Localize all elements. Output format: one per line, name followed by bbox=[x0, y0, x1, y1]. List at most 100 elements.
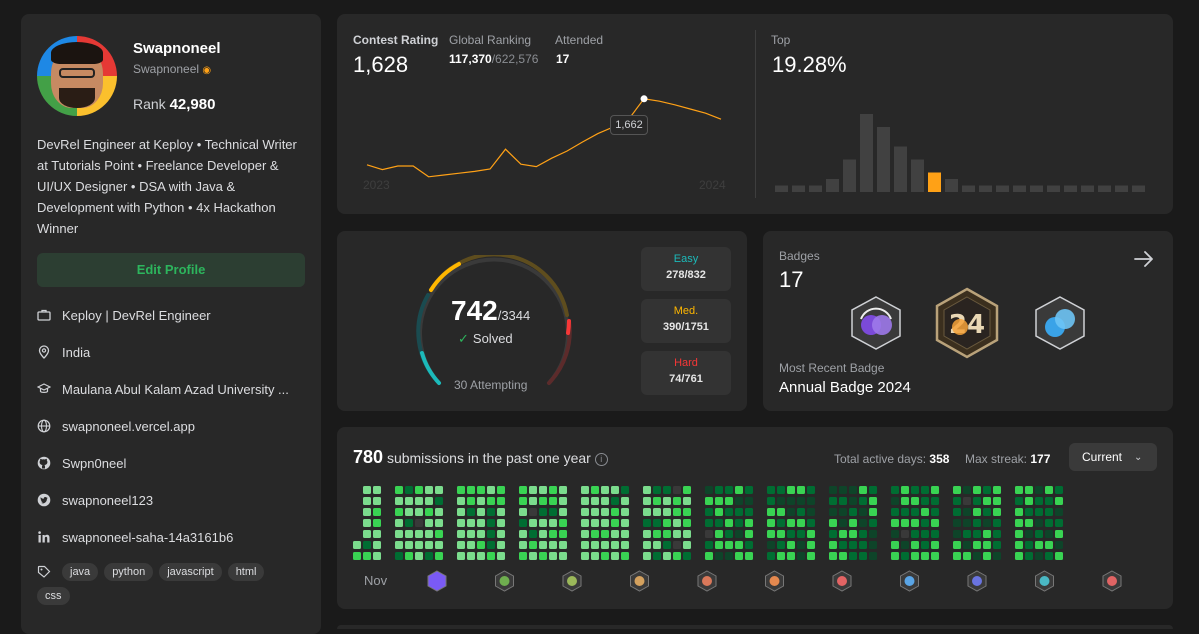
heatmap-cell bbox=[839, 497, 847, 505]
histogram-bar bbox=[1064, 185, 1077, 192]
solved-count: 742/3344 bbox=[451, 295, 530, 327]
solved-count-number: 742 bbox=[451, 295, 498, 326]
recent-badge-name: Annual Badge 2024 bbox=[779, 379, 911, 396]
heatmap-cell bbox=[363, 530, 371, 538]
heatmap-cell bbox=[653, 530, 661, 538]
info-github[interactable]: Swpn0neel bbox=[37, 453, 312, 473]
histogram-bar bbox=[979, 185, 992, 192]
skill-tag[interactable]: javascript bbox=[159, 563, 222, 581]
heatmap-cell bbox=[425, 530, 433, 538]
heatmap-cell bbox=[539, 508, 547, 516]
heatmap-cell bbox=[767, 530, 775, 538]
heatmap-cell bbox=[683, 497, 691, 505]
heatmap-cell bbox=[683, 508, 691, 516]
heatmap-cell bbox=[973, 552, 981, 560]
histogram-bar bbox=[962, 185, 975, 192]
skill-tag[interactable]: python bbox=[104, 563, 154, 581]
info-icon[interactable]: i bbox=[594, 453, 608, 466]
heatmap-cell bbox=[457, 530, 465, 538]
period-select[interactable]: Current ⌄ bbox=[1069, 443, 1157, 471]
heatmap-cell bbox=[745, 519, 753, 527]
heatmap-cell bbox=[1035, 486, 1043, 494]
heatmap-cell bbox=[829, 541, 837, 549]
heatmap-cell bbox=[859, 497, 867, 505]
heatmap-cell bbox=[745, 530, 753, 538]
heatmap-cell bbox=[745, 541, 753, 549]
rating-line-chart[interactable] bbox=[361, 84, 731, 196]
heatmap-cell bbox=[725, 508, 733, 516]
heatmap-cell bbox=[767, 519, 775, 527]
histogram-bar bbox=[945, 179, 958, 192]
heatmap-cell bbox=[725, 497, 733, 505]
easy-stat[interactable]: Easy 278/832 bbox=[641, 247, 731, 291]
heatmap-cell bbox=[745, 552, 753, 560]
heatmap-cell bbox=[1025, 508, 1033, 516]
heatmap-cell bbox=[363, 486, 371, 494]
heatmap-cell bbox=[373, 497, 381, 505]
heatmap-cell bbox=[405, 530, 413, 538]
heatmap-cell bbox=[931, 508, 939, 516]
linkedin-link[interactable]: swapnoneel-saha-14a3161b6 bbox=[62, 529, 234, 545]
heatmap-cell bbox=[683, 541, 691, 549]
badge-annual-2024-icon[interactable]: 24 bbox=[933, 287, 1001, 359]
heatmap-cell bbox=[611, 541, 619, 549]
heatmap-cell bbox=[457, 486, 465, 494]
heatmap-cell bbox=[487, 552, 495, 560]
arrow-right-icon[interactable] bbox=[1133, 249, 1155, 269]
heatmap-cell bbox=[435, 497, 443, 505]
monthly-badge-icon bbox=[427, 570, 447, 592]
badge-50-days-icon[interactable] bbox=[849, 295, 903, 351]
heatmap-cell bbox=[911, 519, 919, 527]
avatar-hair bbox=[51, 42, 103, 64]
skill-tag[interactable]: html bbox=[227, 563, 265, 581]
heatmap-cell bbox=[529, 497, 537, 505]
heatmap-cell bbox=[425, 497, 433, 505]
heatmap-cell bbox=[1025, 530, 1033, 538]
heatmap-cell bbox=[891, 552, 899, 560]
heatmap-cell bbox=[715, 530, 723, 538]
submissions-text: submissions in the past one year bbox=[386, 450, 591, 466]
submissions-header: 780 submissions in the past one year i bbox=[353, 447, 608, 468]
heatmap-cell bbox=[983, 497, 991, 505]
website-link[interactable]: swapnoneel.vercel.app bbox=[62, 418, 195, 434]
top-histogram[interactable] bbox=[775, 104, 1155, 195]
skill-tag[interactable]: css bbox=[37, 587, 70, 605]
heatmap-cell bbox=[1055, 519, 1063, 527]
heatmap-cell bbox=[849, 508, 857, 516]
edit-profile-button[interactable]: Edit Profile bbox=[37, 253, 305, 287]
heatmap-cell bbox=[869, 519, 877, 527]
submission-heatmap[interactable] bbox=[353, 486, 1163, 564]
heatmap-cell bbox=[591, 519, 599, 527]
histogram-bar bbox=[843, 159, 856, 192]
hard-stat[interactable]: Hard 74/761 bbox=[641, 351, 731, 395]
github-link[interactable]: Swpn0neel bbox=[62, 455, 127, 471]
info-company: Keploy | DevRel Engineer bbox=[37, 305, 312, 325]
histogram-bar bbox=[1081, 185, 1094, 192]
heatmap-cell bbox=[581, 486, 589, 494]
heatmap-cell bbox=[497, 519, 505, 527]
heatmap-cell bbox=[983, 530, 991, 538]
heatmap-cell bbox=[457, 508, 465, 516]
heatmap-cell bbox=[1025, 497, 1033, 505]
rank-value: 42,980 bbox=[169, 96, 216, 113]
medium-stat[interactable]: Med. 390/1751 bbox=[641, 299, 731, 343]
heatmap-cell bbox=[973, 530, 981, 538]
info-twitter[interactable]: swapnoneel123 bbox=[37, 490, 312, 510]
heatmap-cell bbox=[1015, 552, 1023, 560]
info-linkedin[interactable]: swapnoneel-saha-14a3161b6 bbox=[37, 527, 312, 547]
skill-tag[interactable]: java bbox=[62, 563, 99, 581]
heatmap-cell bbox=[787, 519, 795, 527]
badge-100-days-icon[interactable] bbox=[1033, 295, 1087, 351]
avatar[interactable] bbox=[37, 36, 117, 116]
twitter-link[interactable]: swapnoneel123 bbox=[62, 492, 154, 508]
period-select-value: Current bbox=[1082, 450, 1123, 464]
heatmap-cell bbox=[663, 541, 671, 549]
heatmap-cell bbox=[725, 541, 733, 549]
monthly-badge-emblem bbox=[837, 576, 847, 586]
heatmap-cell bbox=[549, 497, 557, 505]
info-website[interactable]: swapnoneel.vercel.app bbox=[37, 416, 312, 436]
heatmap-cell bbox=[497, 552, 505, 560]
heatmap-cell bbox=[539, 497, 547, 505]
heatmap-cell bbox=[963, 552, 971, 560]
heatmap-cell bbox=[839, 519, 847, 527]
